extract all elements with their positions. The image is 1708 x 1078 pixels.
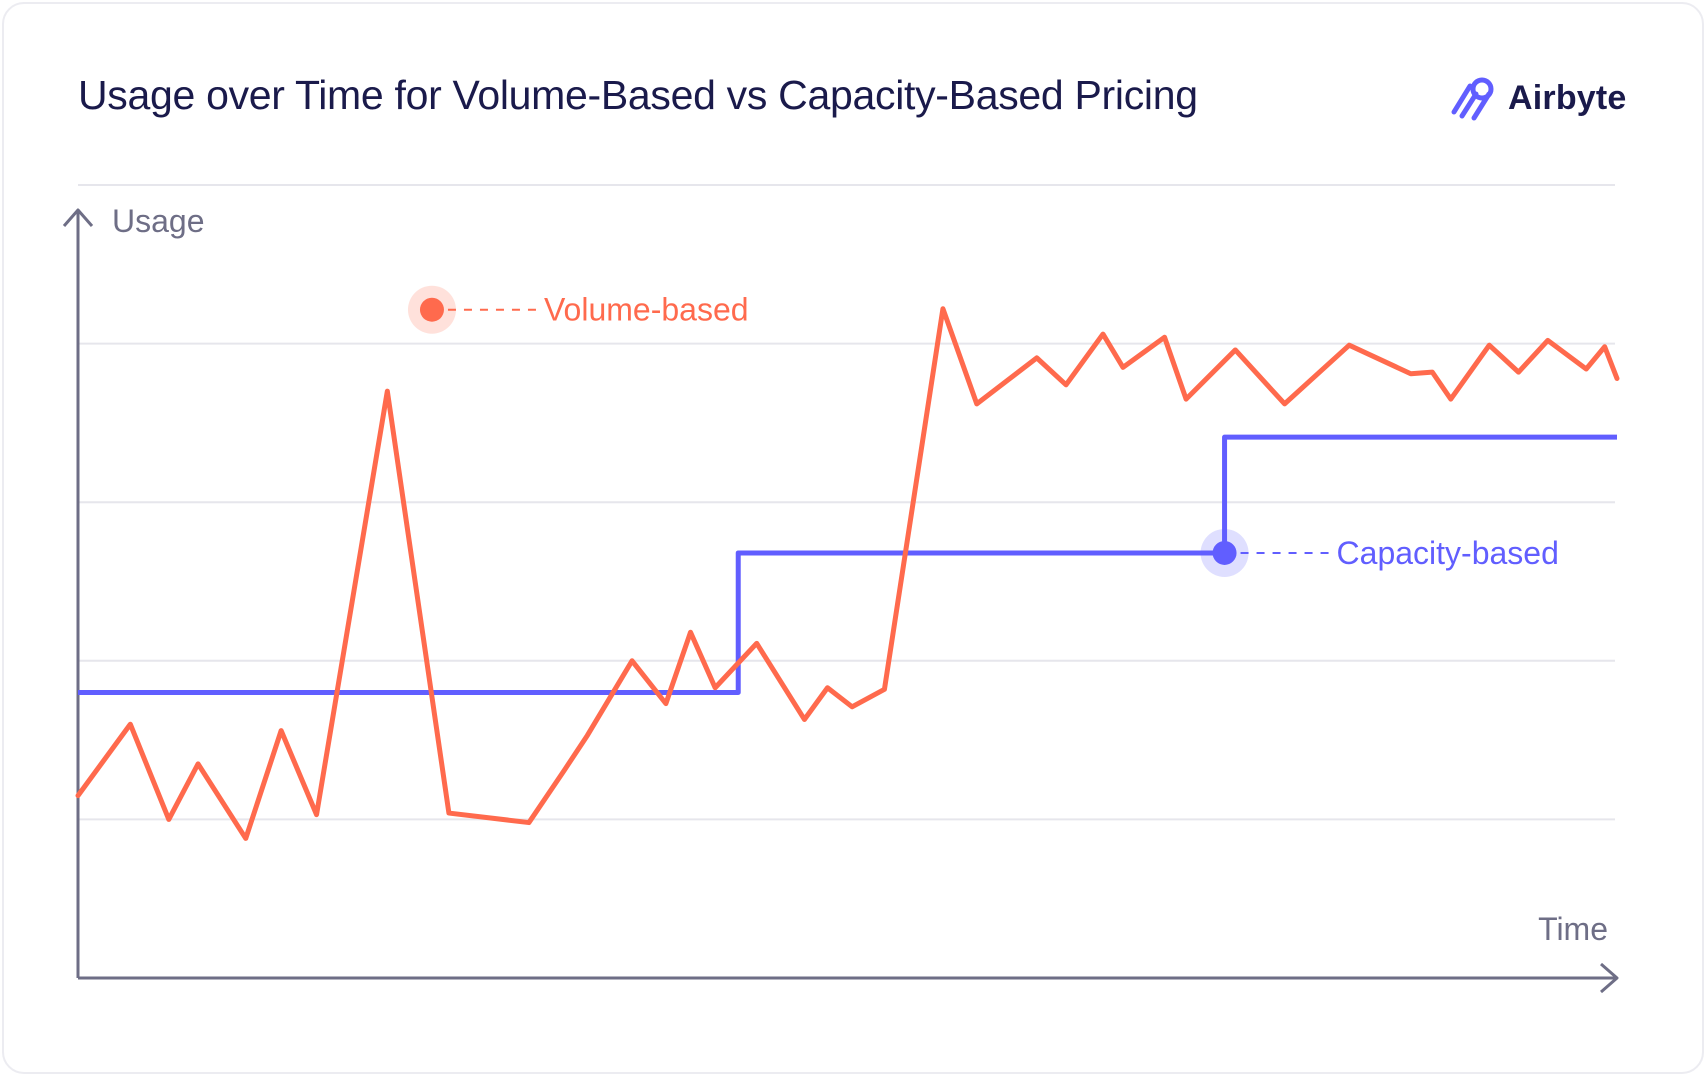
chart-title: Usage over Time for Volume-Based vs Capa… (78, 72, 1198, 118)
y-axis-arrow-icon (62, 208, 94, 227)
capacity-based-marker: Capacity-based (1200, 528, 1559, 577)
x-axis (78, 962, 1619, 994)
capacity-based-label: Capacity-based (1337, 535, 1559, 571)
volume-based-label: Volume-based (544, 292, 749, 328)
airbyte-logo-icon (1451, 77, 1494, 121)
grid-lines (78, 184, 1615, 821)
y-axis (62, 208, 94, 978)
volume-based-line (75, 306, 1620, 841)
capacity-based-line (78, 434, 1617, 696)
brand-logo: Airbyte (1448, 72, 1627, 124)
x-axis-label: Time (1538, 911, 1608, 947)
brand-name: Airbyte (1508, 78, 1627, 117)
x-axis-arrow-icon (1600, 962, 1619, 994)
volume-based-marker: Volume-based (407, 285, 749, 334)
y-axis-label: Usage (112, 203, 205, 239)
